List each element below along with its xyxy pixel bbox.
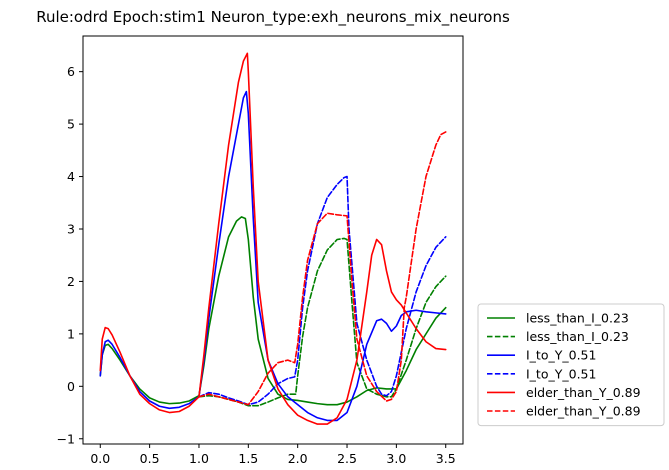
legend-label: elder_than_Y_0.89: [526, 385, 641, 400]
x-tick-label: 2.0: [288, 451, 308, 466]
plot-area: [99, 52, 447, 425]
x-tick-label: 0.5: [140, 451, 160, 466]
series-line-0: [99, 216, 447, 406]
x-tick-label: 1.0: [189, 451, 209, 466]
series-line-3: [198, 175, 447, 406]
x-tick-label: 2.5: [337, 451, 357, 466]
x-tick-label: 1.5: [238, 451, 258, 466]
y-tick-label: 3: [67, 221, 75, 236]
series-line-2: [99, 90, 447, 422]
y-tick-label: 2: [67, 274, 75, 289]
chart-title: Rule:odrd Epoch:stim1 Neuron_type:exh_ne…: [36, 8, 510, 27]
x-tick-label: 3.5: [436, 451, 456, 466]
legend-label: elder_than_Y_0.89: [526, 404, 641, 419]
x-tick-label: 0.0: [90, 451, 110, 466]
y-tick-label: 5: [67, 117, 75, 132]
legend-label: I_to_Y_0.51: [526, 348, 596, 363]
y-tick-label: 6: [67, 64, 75, 79]
plot-frame: [82, 35, 464, 445]
x-tick-label: 3.0: [386, 451, 406, 466]
legend-box: [477, 303, 665, 427]
series-line-4: [99, 52, 447, 425]
y-tick-label: −1: [57, 431, 75, 446]
y-axis: −1 0 1 2 3 4 5 6: [57, 64, 83, 446]
legend-label: I_to_Y_0.51: [526, 366, 596, 381]
series-line-5: [198, 131, 447, 406]
y-tick-label: 4: [67, 169, 75, 184]
legend-label: less_than_I_0.23: [526, 311, 629, 326]
y-tick-label: 0: [67, 379, 75, 394]
y-tick-label: 1: [67, 326, 75, 341]
legend: less_than_I_0.23 less_than_I_0.23 I_to_Y_0…: [477, 303, 665, 427]
x-axis: 0.0 0.5 1.0 1.5 2.0 2.5 3.0 3.5: [90, 444, 456, 466]
legend-label: less_than_I_0.23: [526, 329, 629, 344]
